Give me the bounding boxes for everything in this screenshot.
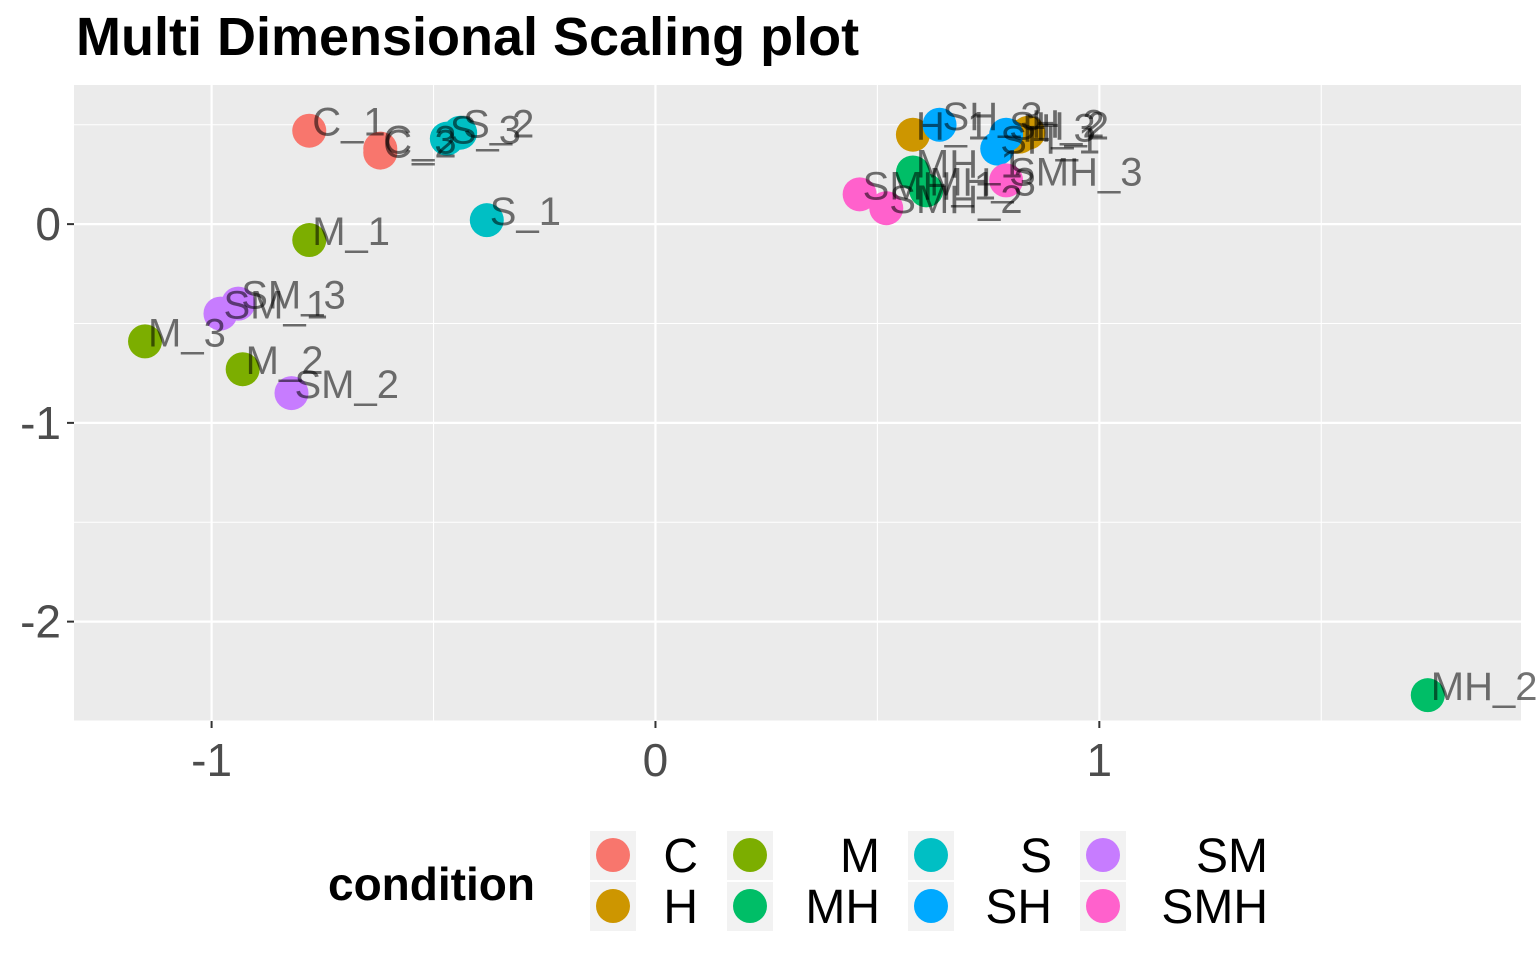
legend-label: S	[1020, 830, 1052, 883]
data-point	[363, 131, 398, 166]
data-point	[225, 352, 260, 387]
data-point	[292, 223, 327, 258]
axis-ticks: -1 0 1 0 -1 -2	[20, 198, 1112, 786]
data-point	[429, 121, 464, 156]
data-label: SH_1	[1000, 119, 1100, 163]
x-tick-label: -1	[191, 734, 232, 786]
data-point	[989, 163, 1024, 198]
data-label: C_1	[312, 101, 385, 145]
data-point	[221, 286, 256, 321]
legend-key	[596, 838, 630, 872]
legend-label: SH	[985, 881, 1052, 934]
legend-key	[733, 838, 767, 872]
data-label: H_2	[1031, 103, 1104, 147]
legend-key	[733, 889, 767, 923]
data-point	[1410, 678, 1445, 713]
data-label: H_1	[916, 105, 989, 149]
legend-label: H	[663, 881, 698, 934]
data-label: SMH_2	[889, 178, 1022, 222]
data-points	[128, 107, 1445, 713]
legend-key	[914, 889, 948, 923]
y-tick-label: -2	[20, 596, 61, 648]
data-label: SM_2	[294, 363, 399, 407]
data-label: SH_3	[943, 95, 1043, 139]
data-point	[274, 376, 309, 411]
legend-key	[914, 838, 948, 872]
y-tick-label: -1	[20, 397, 61, 449]
data-label: MH_1	[916, 142, 1023, 186]
legend-label: SM	[1196, 830, 1268, 883]
data-label: C_2	[383, 123, 456, 167]
legend-label: C	[663, 830, 698, 883]
data-point	[469, 203, 504, 238]
data-label: H_3	[1022, 107, 1095, 151]
data-label: SMH_1	[863, 164, 996, 208]
data-label: SMH_3	[1009, 150, 1142, 194]
legend-label: M	[840, 830, 880, 883]
data-label: SH_2	[1009, 105, 1109, 149]
plot-panel	[74, 85, 1521, 721]
data-label: SM_3	[241, 274, 345, 318]
data-label: MH_3	[929, 160, 1036, 204]
legend-key	[596, 889, 630, 923]
data-label: S_2	[463, 103, 534, 147]
legend-key	[1086, 838, 1120, 872]
data-point	[292, 113, 327, 148]
legend-key	[1086, 889, 1120, 923]
data-point	[909, 173, 944, 208]
x-tick-label: 0	[643, 734, 669, 786]
data-label: S_3	[450, 109, 521, 153]
data-point	[869, 191, 904, 226]
data-point	[128, 324, 163, 359]
data-label: S_1	[490, 190, 561, 234]
data-point	[895, 117, 930, 152]
legend-label: MH	[805, 881, 880, 934]
data-point	[989, 117, 1024, 152]
data-label: SM_1	[223, 284, 328, 328]
y-tick-label: 0	[35, 198, 61, 250]
data-label: C_3	[383, 119, 456, 163]
x-tick-label: 1	[1087, 734, 1113, 786]
data-label: M_2	[246, 339, 324, 383]
data-label: M_1	[312, 210, 390, 254]
data-label: M_3	[148, 311, 226, 355]
legend-label: SMH	[1161, 881, 1268, 934]
data-label: MH_2	[1431, 665, 1536, 709]
data-point	[922, 107, 957, 142]
legend-title: condition	[328, 858, 535, 910]
chart-title: Multi Dimensional Scaling plot	[76, 7, 860, 67]
data-labels: C_1C_2C_3 H_1 H_2H_3M_1M_2M_3MH_1MH_2MH_3S…	[148, 95, 1536, 709]
data-point	[842, 177, 877, 212]
